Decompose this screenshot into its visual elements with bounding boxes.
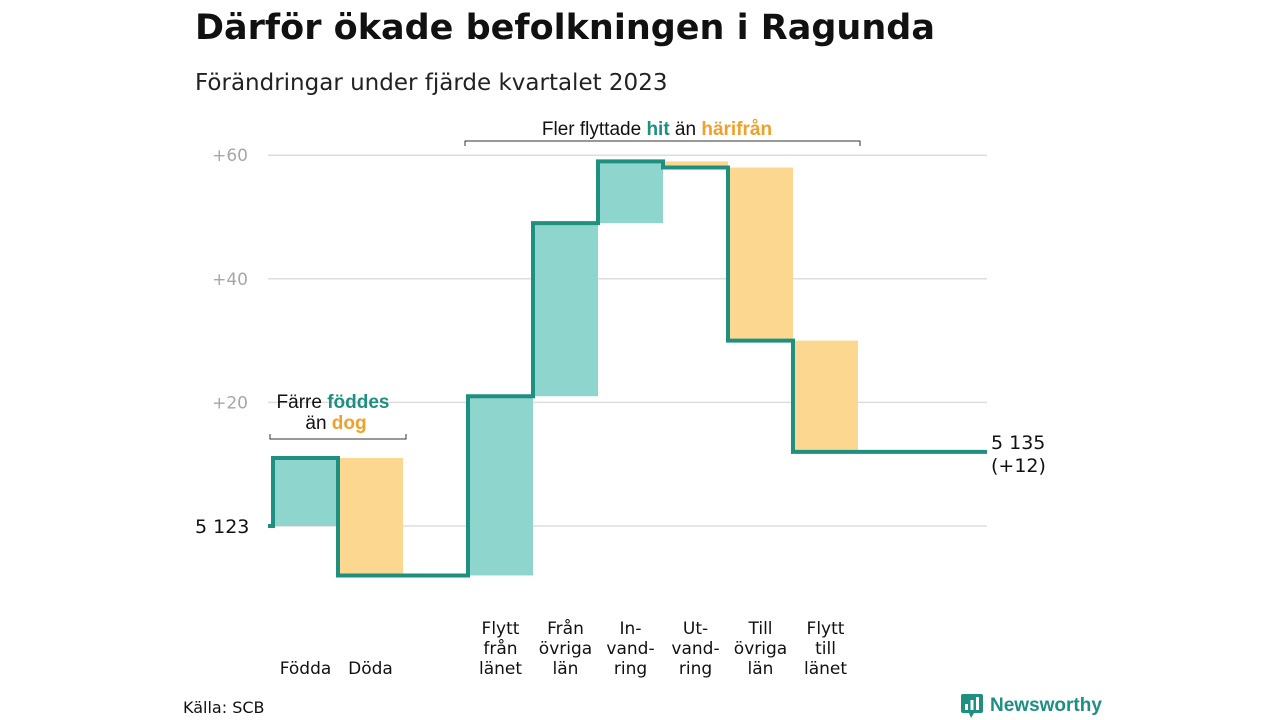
y-tick-label: +40 bbox=[212, 270, 248, 290]
category-label: till bbox=[815, 639, 836, 659]
bar bbox=[598, 161, 663, 224]
annotation-text: Fler flyttade bbox=[542, 119, 647, 140]
births-annotation-line2: än dog bbox=[305, 413, 366, 434]
annotation-highlight-orange: dog bbox=[332, 413, 367, 434]
category-label: ring bbox=[614, 659, 647, 679]
category-label: Döda bbox=[348, 659, 393, 679]
births-annotation-line1: Färre föddes bbox=[277, 392, 390, 413]
category-label: län bbox=[748, 659, 774, 679]
end-value-label: 5 135 bbox=[991, 432, 1045, 454]
bar bbox=[728, 167, 793, 341]
annotation-text: än bbox=[305, 413, 331, 434]
bar bbox=[533, 223, 598, 397]
step-line bbox=[268, 159, 987, 578]
category-label: län bbox=[553, 659, 579, 679]
y-tick-label: +60 bbox=[212, 146, 248, 166]
category-label: vand- bbox=[671, 639, 719, 659]
category-label: Ut- bbox=[683, 619, 708, 639]
births-bracket bbox=[269, 434, 407, 440]
category-label: länet bbox=[804, 659, 847, 679]
source-note: Källa: SCB bbox=[183, 698, 265, 717]
category-label: övriga bbox=[734, 639, 787, 659]
brand-logo: Newsworthy bbox=[960, 693, 1102, 719]
annotation-text: än bbox=[670, 119, 702, 140]
bar bbox=[338, 458, 403, 576]
category-label: övriga bbox=[539, 639, 592, 659]
bar bbox=[273, 458, 338, 526]
category-label: Flytt bbox=[807, 619, 845, 639]
end-change-label: (+12) bbox=[991, 455, 1046, 477]
y-tick-label: +20 bbox=[212, 393, 248, 413]
annotation-highlight-teal: hit bbox=[646, 119, 670, 140]
bar-chart-speech-bubble-icon bbox=[961, 694, 983, 718]
category-label: länet bbox=[479, 659, 522, 679]
bar bbox=[793, 340, 858, 452]
category-label: Från bbox=[547, 618, 584, 639]
annotation-highlight-orange: härifrån bbox=[701, 119, 772, 140]
annotation-text: Färre bbox=[277, 392, 328, 413]
category-label: ring bbox=[679, 659, 712, 679]
bar bbox=[663, 161, 728, 168]
chart-title: Därför ökade befolkningen i Ragunda bbox=[195, 8, 935, 48]
annotation-highlight-teal: föddes bbox=[327, 392, 389, 413]
bars bbox=[273, 161, 858, 576]
moves-bracket bbox=[464, 140, 861, 146]
brand-name: Newsworthy bbox=[990, 695, 1102, 716]
category-label: Till bbox=[747, 619, 772, 639]
chart-subtitle: Förändringar under fjärde kvartalet 2023 bbox=[195, 70, 668, 96]
start-value-label: 5 123 bbox=[195, 516, 249, 538]
running-total-line bbox=[268, 159, 987, 578]
category-label: Födda bbox=[280, 659, 332, 679]
grid-lines: +20 +40 +60 bbox=[212, 146, 987, 527]
category-label: från bbox=[483, 638, 517, 659]
moves-annotation: Fler flyttade hit än härifrån bbox=[542, 119, 772, 140]
category-label: vand- bbox=[606, 639, 654, 659]
category-label: Flytt bbox=[482, 619, 520, 639]
bar bbox=[468, 396, 533, 576]
category-label: In- bbox=[620, 619, 642, 639]
